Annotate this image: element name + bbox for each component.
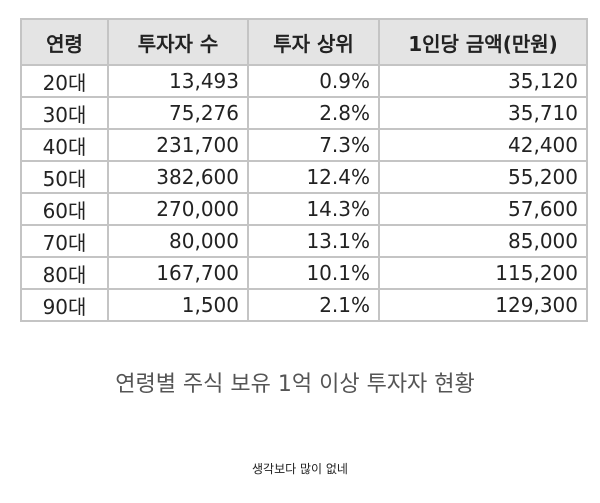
header-cell: 연령 [20, 18, 109, 66]
table-row: 80대 167,700 10.1% 115,200 [20, 256, 588, 290]
table-cell: 35,120 [378, 64, 588, 98]
table-row: 20대 13,493 0.9% 35,120 [20, 64, 588, 98]
table-cell: 35,710 [378, 96, 588, 130]
table-cell: 1,500 [107, 288, 249, 322]
table-cell: 13,493 [107, 64, 249, 98]
table-cell: 70대 [20, 224, 109, 258]
table-cell: 167,700 [107, 256, 249, 290]
table-cell: 0.9% [247, 64, 380, 98]
table-cell: 85,000 [378, 224, 588, 258]
table-cell: 382,600 [107, 160, 249, 194]
table-cell: 42,400 [378, 128, 588, 162]
table-cell: 75,276 [107, 96, 249, 130]
table-row: 90대 1,500 2.1% 129,300 [20, 288, 588, 322]
data-table: 연령 투자자 수 투자 상위 1인당 금액(만원) 20대 13,493 0.9% 35,1… [20, 18, 588, 322]
table-cell: 129,300 [378, 288, 588, 322]
table-row: 70대 80,000 13.1% 85,000 [20, 224, 588, 258]
header-cell: 1인당 금액(만원) [378, 18, 588, 66]
table-body: 20대 13,493 0.9% 35,120 30대 75,276 2.8% 35,710 40… [20, 64, 588, 322]
table-row: 30대 75,276 2.8% 35,710 [20, 96, 588, 130]
table-cell: 90대 [20, 288, 109, 322]
table-cell: 80대 [20, 256, 109, 290]
table-cell: 115,200 [378, 256, 588, 290]
table-cell: 231,700 [107, 128, 249, 162]
table-cell: 270,000 [107, 192, 249, 226]
table-cell: 30대 [20, 96, 109, 130]
table-row: 60대 270,000 14.3% 57,600 [20, 192, 588, 226]
table-cell: 20대 [20, 64, 109, 98]
table-caption: 연령별 주식 보유 1억 이상 투자자 현황 [115, 372, 475, 397]
table-cell: 13.1% [247, 224, 380, 258]
table-cell: 55,200 [378, 160, 588, 194]
table-cell: 40대 [20, 128, 109, 162]
table-cell: 2.1% [247, 288, 380, 322]
table-row: 40대 231,700 7.3% 42,400 [20, 128, 588, 162]
table-cell: 7.3% [247, 128, 380, 162]
header-row: 연령 투자자 수 투자 상위 1인당 금액(만원) [20, 18, 588, 66]
table-cell: 10.1% [247, 256, 380, 290]
table-cell: 14.3% [247, 192, 380, 226]
header-cell: 투자 상위 [247, 18, 380, 66]
table-cell: 2.8% [247, 96, 380, 130]
table-cell: 80,000 [107, 224, 249, 258]
comment-text: 생각보다 많이 없네 [252, 462, 348, 476]
table-cell: 12.4% [247, 160, 380, 194]
table-cell: 57,600 [378, 192, 588, 226]
table-header: 연령 투자자 수 투자 상위 1인당 금액(만원) [20, 18, 588, 66]
table-cell: 60대 [20, 192, 109, 226]
header-cell: 투자자 수 [107, 18, 249, 66]
table-cell: 50대 [20, 160, 109, 194]
table-row: 50대 382,600 12.4% 55,200 [20, 160, 588, 194]
